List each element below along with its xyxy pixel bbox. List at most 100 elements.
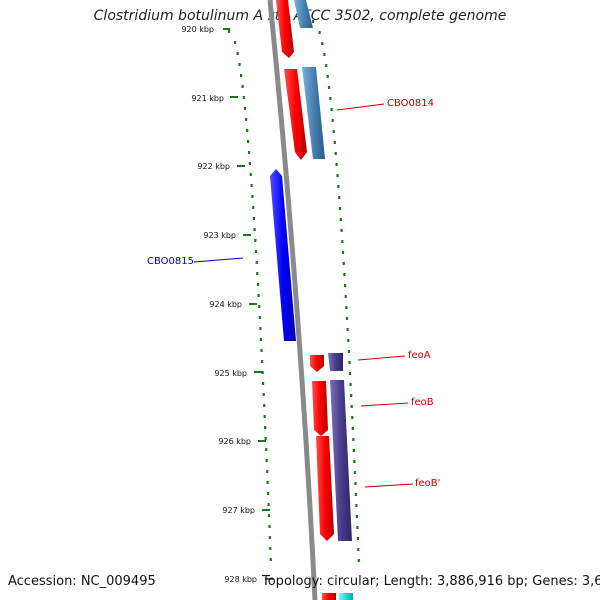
outer-track-dot [357,548,360,551]
gene-cds-bottom [322,593,336,600]
tick-label-926: 926 kbp [218,437,251,446]
outer-track-dot [335,163,338,166]
tick-label-923: 923 kbp [203,231,236,240]
outer-track-dot [347,339,350,342]
outer-track-dot [355,515,358,518]
tick-label-927: 927 kbp [222,506,255,515]
inner-track-dot [260,349,263,352]
outer-track-dot [342,262,345,265]
leader-line-cbo0815 [193,257,244,263]
outer-track-dot [332,130,335,133]
outer-track-dot [344,295,347,298]
inner-track-dot [252,206,255,209]
outer-track-dot [347,350,350,353]
gene-cbo0814 [302,67,325,159]
outer-track-dot [348,372,352,375]
outer-track-dot [328,86,331,89]
outer-track-dot [331,119,334,122]
inner-track-dot [247,140,250,143]
inner-track-dot [243,107,247,110]
gene-cds-cbo0814 [284,69,307,160]
outer-track-dot [352,438,355,441]
outer-track-dot [350,394,353,397]
dot-tracks [228,20,360,562]
outer-track-dot [349,383,352,386]
outer-track-dot [356,526,359,529]
inner-track-dot [254,239,257,242]
tick-label-925: 925 kbp [214,369,247,378]
gene-cds-feob2 [316,436,334,541]
gene-cds-top [276,0,294,58]
outer-track-dot [355,504,358,507]
outer-track-dot [348,361,351,364]
inner-track-dot [245,118,248,121]
outer-track-dot [334,152,337,155]
inner-track-dot [240,74,243,77]
gene-label-feob2: feoB' [415,478,440,489]
gene-feob [330,380,352,541]
gene-top [294,0,313,28]
leader-line-feob2 [364,483,414,488]
inner-track-dot [259,327,262,330]
inner-track-dot [268,536,271,539]
outer-track-dot [354,482,357,485]
gene-cds-feoa [310,355,324,372]
outer-track-dot [326,75,329,78]
inner-track-dot [248,151,251,154]
inner-track-dot [256,283,260,286]
inner-track-dot [234,41,237,44]
outer-track-dot [352,449,355,452]
leader-line-feoa [357,355,406,361]
outer-track-dot [350,405,353,408]
gene-label-cbo0815: CBO0815 [147,256,194,267]
tick-marks [223,28,273,580]
inner-track-dot [268,525,271,528]
inner-track-dot [252,217,255,220]
inner-track-dot [238,63,241,66]
outer-track-dot [351,416,354,419]
inner-track-dot [266,481,269,484]
outer-track-dot [353,460,356,463]
inner-track-dot [248,162,251,165]
inner-track-dot [267,492,270,495]
inner-track-dot [258,305,261,308]
gene-label-feob: feoB [411,397,434,408]
inner-track-dot [264,437,267,440]
outer-track-dot [338,207,342,210]
inner-track-dot [249,173,252,176]
outer-track-dot [351,427,354,430]
inner-track-dot [262,382,265,385]
tick-label-928: 928 kbp [224,575,257,584]
outer-track-dot [354,493,357,496]
outer-track-dot [338,196,341,199]
gene-cbo0815 [270,169,296,341]
inner-track-dot [267,503,270,506]
tick-label-922: 922 kbp [197,162,230,171]
inner-track-dot [242,96,245,99]
outer-track-dot [345,317,349,320]
genome-backbone [267,0,318,600]
inner-track-dot [263,404,266,407]
outer-track-dot [333,141,336,144]
inner-track-dot [269,547,272,550]
outer-track-dot [337,185,340,188]
inner-track-dot [251,195,254,198]
inner-track-dot [266,470,269,473]
outer-track-dot [346,328,349,331]
outer-track-dot [344,284,347,287]
gene-label-cbo0814: CBO0814 [387,98,434,109]
inner-track-dot [269,558,272,561]
outer-track-dot [353,471,356,474]
outer-track-dot [341,240,344,243]
inner-track-dot [257,294,260,297]
inner-track-dot [267,514,271,517]
inner-track-dot [261,360,264,363]
inner-track-dot [255,261,258,264]
outer-track-dot [329,97,332,100]
inner-track-dot [228,30,231,33]
outer-track-dot [356,537,359,540]
inner-track-dot [246,129,249,132]
tick-label-921: 921 kbp [191,94,224,103]
outer-track-dot [357,559,360,562]
